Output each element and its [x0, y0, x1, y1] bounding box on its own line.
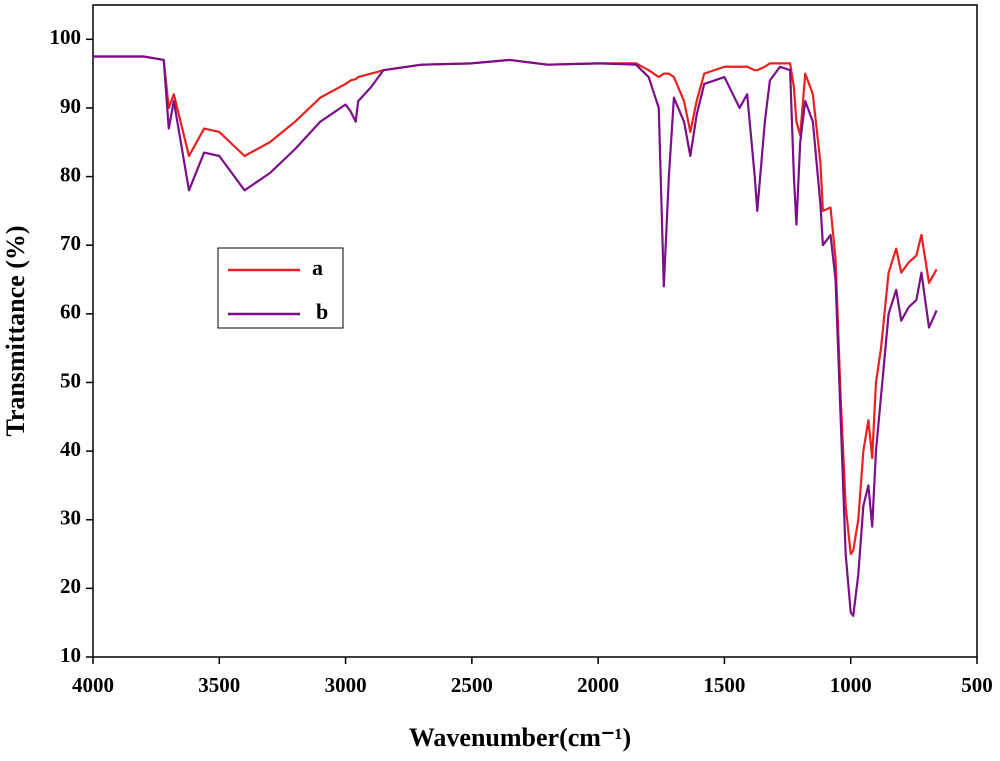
legend-label: a — [312, 255, 323, 280]
y-tick-label: 20 — [60, 574, 81, 598]
x-tick-label: 3000 — [325, 673, 367, 697]
x-tick-label: 2500 — [451, 673, 493, 697]
y-tick-label: 70 — [60, 231, 81, 255]
y-axis-label: Transmittance (%) — [1, 225, 30, 436]
y-tick-label: 50 — [60, 368, 81, 392]
series-line — [93, 55, 938, 617]
x-tick-label: 4000 — [72, 673, 114, 697]
x-tick-label: 1000 — [830, 673, 872, 697]
y-tick-label: 100 — [50, 25, 82, 49]
legend-label: b — [316, 299, 328, 324]
y-tick-label: 80 — [60, 162, 81, 186]
plot-frame — [92, 4, 978, 658]
x-tick-label: 500 — [961, 673, 993, 697]
y-tick-label: 30 — [60, 506, 81, 530]
x-axis-label: Wavenumber(cm⁻¹) — [409, 723, 631, 752]
series-line — [93, 55, 938, 556]
x-tick-label: 1500 — [703, 673, 745, 697]
y-tick-label: 10 — [60, 643, 81, 667]
x-tick-label: 3500 — [198, 673, 240, 697]
x-tick-label: 2000 — [577, 673, 619, 697]
y-tick-label: 40 — [60, 437, 81, 461]
y-tick-label: 90 — [60, 94, 81, 118]
y-tick-label: 60 — [60, 300, 81, 324]
